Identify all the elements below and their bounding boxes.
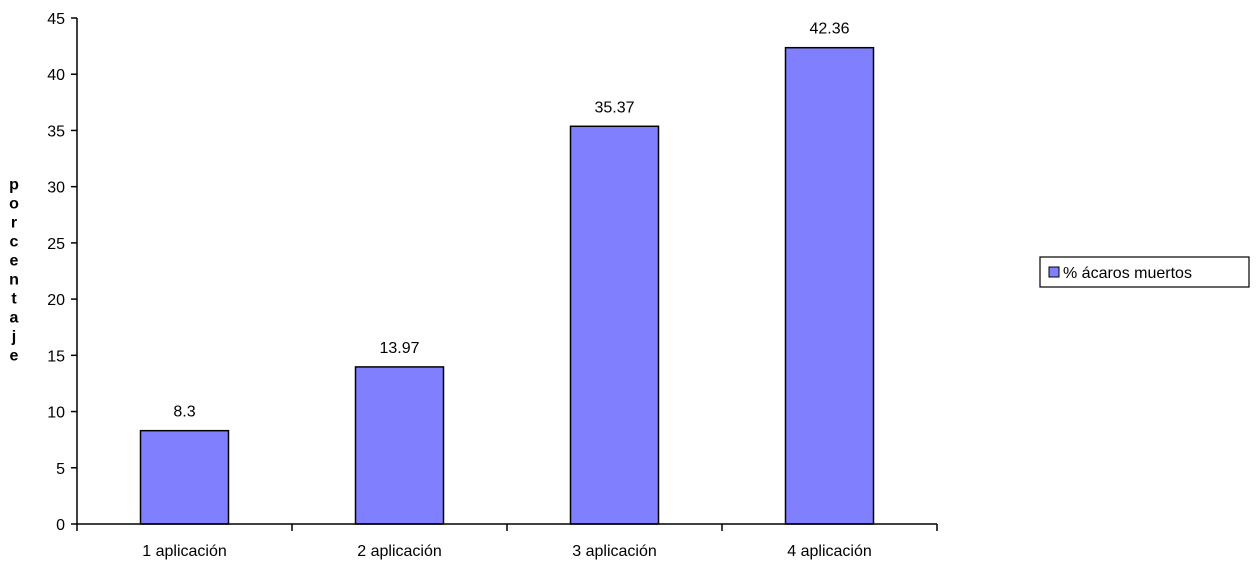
data-label: 13.97 bbox=[379, 340, 419, 357]
legend-label: % ácaros muertos bbox=[1063, 265, 1192, 282]
legend: % ácaros muertos bbox=[1039, 256, 1250, 288]
y-label-char: e bbox=[10, 253, 19, 270]
y-tick-label: 0 bbox=[56, 517, 65, 534]
bar bbox=[569, 125, 660, 525]
y-label-char: n bbox=[9, 272, 19, 289]
bar bbox=[784, 46, 875, 525]
y-label-char: o bbox=[9, 196, 19, 213]
y-tick-label: 25 bbox=[47, 236, 65, 253]
y-label-char: p bbox=[9, 177, 19, 194]
legend-frame bbox=[1039, 256, 1250, 288]
y-tick-label: 35 bbox=[47, 123, 65, 140]
y-tick-label: 5 bbox=[56, 461, 65, 478]
y-label-char: t bbox=[11, 291, 17, 308]
y-label-char: r bbox=[11, 215, 17, 232]
data-label: 42.36 bbox=[809, 21, 849, 38]
x-tick-label: 4 aplicación bbox=[787, 543, 872, 560]
y-label-char: c bbox=[10, 234, 19, 251]
bar bbox=[354, 366, 445, 525]
y-tick-label: 20 bbox=[47, 292, 65, 309]
x-tick-label: 1 aplicación bbox=[142, 543, 227, 560]
y-tick-label: 30 bbox=[47, 180, 65, 197]
x-tick-label: 3 aplicación bbox=[572, 543, 657, 560]
y-tick-label: 40 bbox=[47, 67, 65, 84]
y-label-char: e bbox=[10, 348, 19, 365]
bar bbox=[139, 429, 230, 525]
data-label: 35.37 bbox=[594, 99, 634, 116]
y-label-char: j bbox=[11, 329, 16, 346]
data-label: 8.3 bbox=[173, 404, 195, 421]
y-label-char: a bbox=[10, 310, 19, 327]
y-tick-label: 45 bbox=[47, 11, 65, 28]
y-tick-label: 10 bbox=[47, 405, 65, 422]
legend-swatch bbox=[1048, 266, 1060, 278]
y-tick-label: 15 bbox=[47, 348, 65, 365]
bars: 8.3 13.97 35.37 42.36 bbox=[139, 21, 875, 525]
x-tick-label: 2 aplicación bbox=[357, 543, 442, 560]
x-axis-ticks: 1 aplicación 2 aplicación 3 aplicación 4 ap… bbox=[76, 524, 938, 560]
y-axis-ticks: 0 5 10 15 20 25 30 35 40 45 bbox=[47, 11, 77, 534]
